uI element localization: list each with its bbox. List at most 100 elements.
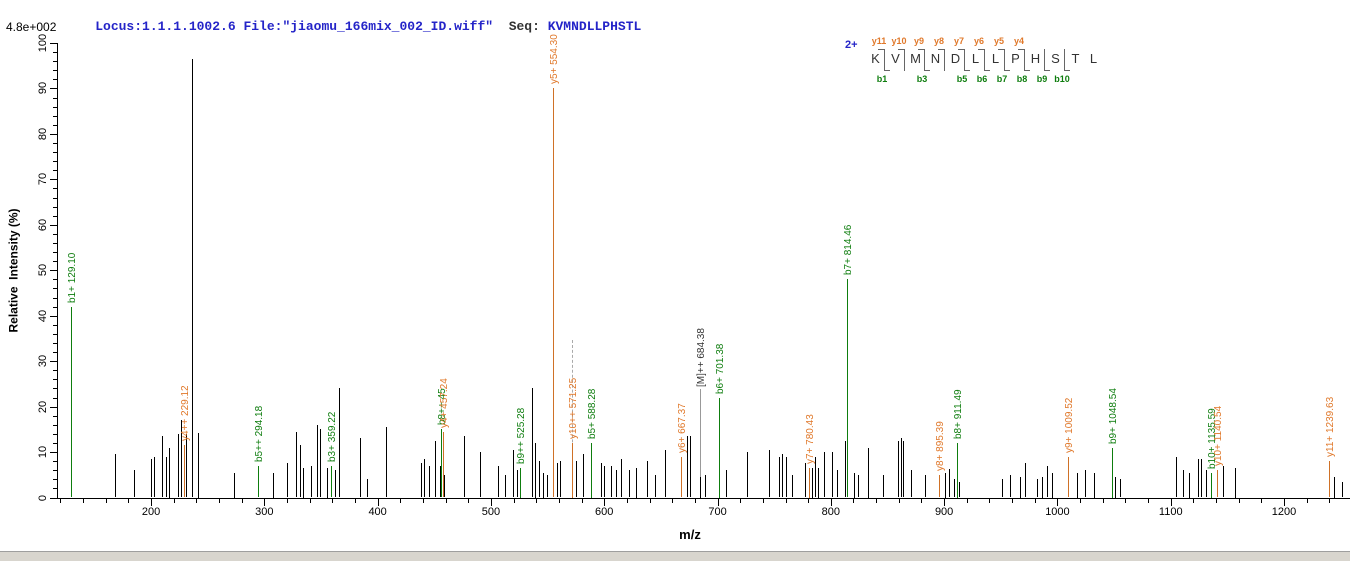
spectrum-peak [443, 474, 445, 498]
peak-label: y9+ 1009.52 [1064, 397, 1076, 453]
spectrum-peak [70, 306, 72, 498]
spectrum-peak [957, 443, 959, 498]
b-cleavage-arm [964, 70, 970, 71]
y-tick [53, 261, 57, 263]
spectrum-peak [1201, 458, 1203, 498]
spectrum-peak [517, 470, 518, 498]
peak-label: y11+ 1239.63 [1324, 396, 1336, 458]
y-tick [53, 288, 57, 290]
peak-label: y4++ 229.12 [180, 385, 191, 442]
y-tick [53, 433, 57, 435]
y-tick [50, 133, 57, 135]
y-tick [53, 242, 57, 244]
spectrum-peak [1047, 465, 1049, 498]
spectrum-peak [815, 456, 816, 498]
x-tick [558, 498, 560, 503]
spectrum-peak [611, 465, 612, 498]
spectrum-peak [591, 443, 592, 498]
y-tick-label: 80 [37, 127, 49, 141]
residue-letter: P [1011, 51, 1020, 66]
spectrum-peak [440, 465, 441, 498]
label-leader-line [699, 389, 701, 478]
y-ion-label: y9 [913, 36, 924, 46]
residue-letter: L [991, 51, 1000, 66]
x-tick [853, 498, 855, 503]
y-tick [53, 352, 57, 354]
residue-letter: K [871, 51, 880, 66]
x-tick-label: 700 [708, 505, 727, 518]
x-tick [1148, 498, 1150, 503]
y-tick [53, 461, 57, 463]
y-tick [53, 61, 57, 63]
b-ion-label: b7 [996, 74, 1008, 84]
peak-label: y10+ 1140.54 [1212, 406, 1224, 467]
y-tick [50, 179, 57, 181]
cleavage-mark [904, 49, 905, 71]
residue-letter: M [910, 51, 921, 66]
spectrum-peak [310, 465, 312, 498]
y-tick [50, 88, 57, 90]
spectrum-peak [543, 472, 545, 498]
y-tick [53, 415, 57, 417]
x-tick [1329, 498, 1331, 503]
spectrum-peak [1041, 477, 1043, 498]
spectrum-peak [435, 440, 437, 498]
y-ion-label: y10 [891, 36, 907, 46]
bottom-scrollbar-track[interactable] [0, 551, 1350, 561]
x-tick [694, 498, 696, 503]
x-tick-label: 1000 [1045, 505, 1070, 518]
spectrum-peak [1183, 470, 1185, 498]
spectrum-peak [1020, 477, 1021, 498]
x-tick [581, 498, 583, 503]
y-ion-label: y7 [953, 36, 964, 46]
x-tick [1057, 498, 1059, 506]
spectrum-peak [560, 461, 562, 498]
y-tick [53, 97, 57, 99]
spectrum-peak [768, 449, 770, 498]
cleavage-mark [884, 49, 885, 71]
spectrum-peak [719, 397, 721, 498]
peak-label: y8+ 895.39 [934, 421, 946, 471]
intensity-scale-label: 4.8e+002 [6, 20, 57, 34]
spectrum-peak [600, 463, 602, 498]
spectrum-peak [664, 449, 666, 498]
spectrum-peak [604, 465, 606, 498]
x-tick [808, 498, 810, 503]
x-tick [1284, 498, 1286, 506]
spectrum-peak [1112, 447, 1114, 498]
spectrum-peak [165, 456, 167, 498]
spectrum-peak [911, 470, 913, 498]
y-tick [53, 152, 57, 154]
b-cleavage-arm [924, 70, 930, 71]
spectrum-peak [531, 388, 533, 498]
peak-label: b9++ 525.28 [515, 407, 527, 464]
spectrum-peak [811, 468, 813, 498]
y-tick [53, 252, 57, 254]
spectrum-peak [824, 452, 825, 498]
spectrum-peak [1119, 479, 1121, 498]
x-tick [898, 498, 900, 503]
b-ion-label: b1 [876, 74, 888, 84]
y-tick [53, 215, 57, 217]
spectrum-peak [853, 472, 855, 498]
x-tick [332, 498, 334, 503]
x-tick [1102, 498, 1104, 503]
y-tick [50, 361, 57, 363]
spectrum-peak [690, 436, 692, 498]
y-tick [53, 297, 57, 299]
spectrum-peak [847, 279, 849, 498]
spectrum-peak [273, 472, 275, 498]
x-tick-label: 600 [595, 505, 614, 518]
spectrum-peak [319, 429, 321, 498]
cleavage-mark [984, 49, 985, 71]
peak-label: y5+ 554.30 [548, 34, 560, 85]
spectrum-peak [442, 431, 444, 498]
y-ion-label: y8 [933, 36, 944, 46]
spectrum-peak [1341, 481, 1343, 498]
spectrum-peak [629, 470, 631, 498]
spectrum-peak [386, 427, 388, 498]
spectrum-peak [747, 452, 748, 498]
sequence-text: KVMNDLLPHSTL [547, 19, 642, 34]
spectrum-peak [575, 461, 577, 498]
spectrum-peak [792, 474, 794, 498]
